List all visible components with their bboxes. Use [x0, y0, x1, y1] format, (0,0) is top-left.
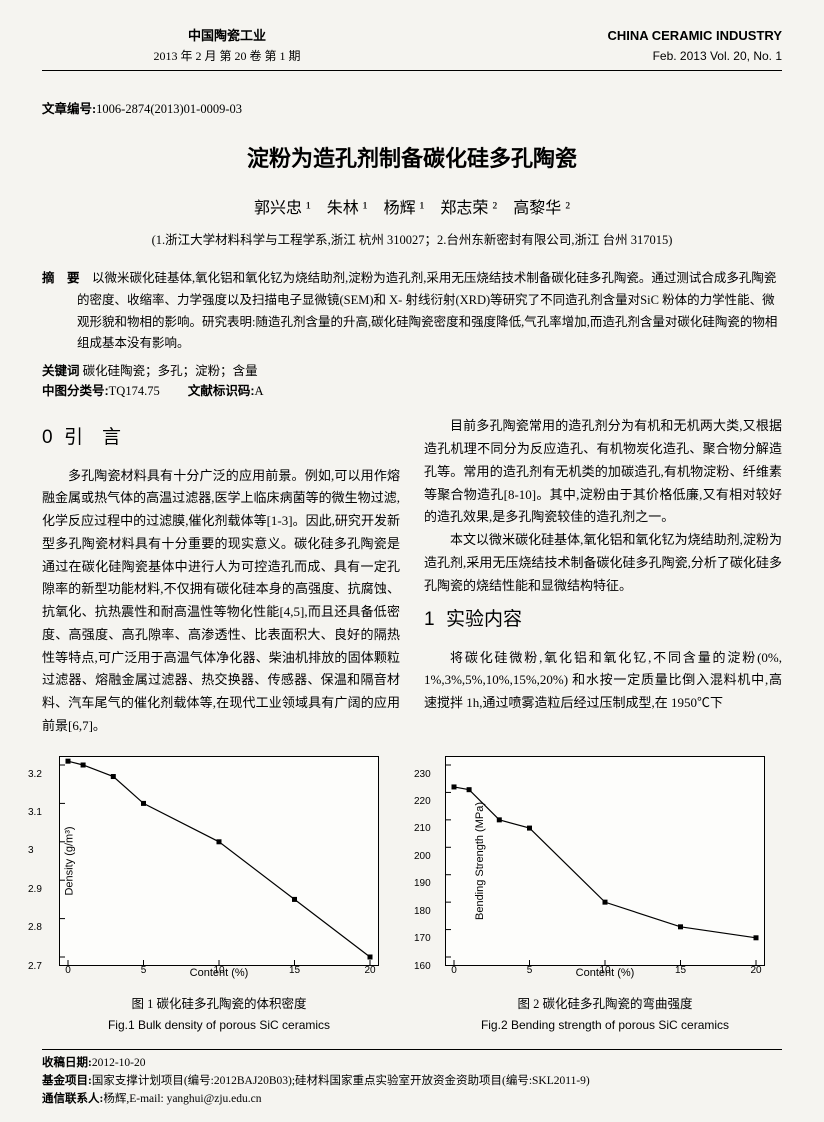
section-0-head: 0 引 言 — [42, 421, 400, 454]
fig1-caption-en: Fig.1 Bulk density of porous SiC ceramic… — [42, 1016, 396, 1035]
header-rule — [42, 70, 782, 71]
footer-recv-value: 2012-10-20 — [92, 1057, 146, 1069]
doc-code-label: 文献标识码: — [188, 384, 255, 398]
article-number-value: 1006-2874(2013)01-0009-03 — [96, 102, 242, 116]
article-number: 文章编号:1006-2874(2013)01-0009-03 — [42, 99, 782, 119]
footer-recv: 收稿日期:2012-10-20 — [42, 1054, 782, 1072]
fig1-caption-cn: 图 1 碳化硅多孔陶瓷的体积密度 — [42, 994, 396, 1014]
column-left: 0 引 言 多孔陶瓷材料具有十分广泛的应用前景。例如,可以用作熔融金属或热气体的高… — [42, 415, 400, 737]
page-header: 中国陶瓷工业 2013 年 2 月 第 20 卷 第 1 期 CHINA CER… — [42, 26, 782, 66]
footer-rule — [42, 1049, 782, 1050]
authors: 郭兴忠 ¹ 朱林 ¹ 杨辉 ¹ 郑志荣 ² 高黎华 ² — [42, 196, 782, 222]
figure-2: Bending Strength (MPa) Content (%) 16017… — [428, 756, 782, 1035]
journal-cn-issue: 2013 年 2 月 第 20 卷 第 1 期 — [42, 47, 412, 66]
clc-row: 中图分类号:TQ174.75 文献标识码:A — [42, 381, 782, 401]
affiliations: (1.浙江大学材料科学与工程学系,浙江 杭州 310027；2.台州东新密封有限… — [42, 230, 782, 250]
section-1-head: 1 实验内容 — [424, 603, 782, 636]
journal-cn-title: 中国陶瓷工业 — [42, 26, 412, 47]
footer-corr-label: 通信联系人: — [42, 1093, 103, 1105]
body-columns: 0 引 言 多孔陶瓷材料具有十分广泛的应用前景。例如,可以用作熔融金属或热气体的高… — [42, 415, 782, 737]
footer-fund-value: 国家支撑计划项目(编号:2012BAJ20B03);硅材料国家重点实验室开放资金… — [92, 1075, 590, 1087]
clc-value: TQ174.75 — [109, 384, 160, 398]
figure-2-plot: Bending Strength (MPa) Content (%) 16017… — [445, 756, 765, 966]
col2-para1: 目前多孔陶瓷常用的造孔剂分为有机和无机两大类,又根据造孔机理不同分为反应造孔、有… — [424, 415, 782, 529]
header-right: CHINA CERAMIC INDUSTRY Feb. 2013 Vol. 20… — [412, 26, 782, 66]
journal-en-issue: Feb. 2013 Vol. 20, No. 1 — [412, 47, 782, 66]
abstract: 摘 要 以微米碳化硅基体,氧化铝和氧化钇为烧结助剂,淀粉为造孔剂,采用无压烧结技… — [42, 268, 782, 356]
keywords-label: 关键词 — [42, 364, 80, 378]
figure-1: Density (g/m³) Content (%) 2.72.82.933.1… — [42, 756, 396, 1035]
abstract-body: 以微米碳化硅基体,氧化铝和氧化钇为烧结助剂,淀粉为造孔剂,采用无压烧结技术制备碳… — [77, 271, 777, 351]
col1-para1: 多孔陶瓷材料具有十分广泛的应用前景。例如,可以用作熔融金属或热气体的高温过滤器,… — [42, 465, 400, 738]
section-1-num: 1 — [424, 609, 435, 630]
abstract-label: 摘 要 — [42, 271, 80, 285]
section-0-title: 引 言 — [64, 427, 121, 448]
footer: 收稿日期:2012-10-20 基金项目:国家支撑计划项目(编号:2012BAJ… — [42, 1054, 782, 1109]
footer-fund: 基金项目:国家支撑计划项目(编号:2012BAJ20B03);硅材料国家重点实验… — [42, 1072, 782, 1090]
section-0-num: 0 — [42, 427, 53, 448]
keywords-value: 碳化硅陶瓷；多孔；淀粉；含量 — [83, 364, 258, 378]
figure-1-plot: Density (g/m³) Content (%) 2.72.82.933.1… — [59, 756, 379, 966]
keywords: 关键词 碳化硅陶瓷；多孔；淀粉；含量 — [42, 361, 782, 381]
col2-para3: 将碳化硅微粉,氧化铝和氧化钇,不同含量的淀粉(0%, 1%,3%,5%,10%,… — [424, 647, 782, 715]
article-number-label: 文章编号: — [42, 102, 96, 116]
col2-para2: 本文以微米碳化硅基体,氧化铝和氧化钇为烧结助剂,淀粉为造孔剂,采用无压烧结技术制… — [424, 529, 782, 597]
header-left: 中国陶瓷工业 2013 年 2 月 第 20 卷 第 1 期 — [42, 26, 412, 66]
clc-label: 中图分类号: — [42, 384, 109, 398]
paper-title: 淀粉为造孔剂制备碳化硅多孔陶瓷 — [42, 141, 782, 176]
section-1-title: 实验内容 — [446, 609, 522, 630]
footer-recv-label: 收稿日期: — [42, 1057, 92, 1069]
fig2-caption-en: Fig.2 Bending strength of porous SiC cer… — [428, 1016, 782, 1035]
doc-code-value: A — [255, 384, 264, 398]
column-right: 目前多孔陶瓷常用的造孔剂分为有机和无机两大类,又根据造孔机理不同分为反应造孔、有… — [424, 415, 782, 737]
figures-row: Density (g/m³) Content (%) 2.72.82.933.1… — [42, 756, 782, 1035]
footer-corr: 通信联系人:杨辉,E-mail: yanghui@zju.edu.cn — [42, 1090, 782, 1108]
footer-fund-label: 基金项目: — [42, 1075, 92, 1087]
fig2-caption-cn: 图 2 碳化硅多孔陶瓷的弯曲强度 — [428, 994, 782, 1014]
journal-en-title: CHINA CERAMIC INDUSTRY — [412, 26, 782, 47]
footer-corr-value: 杨辉,E-mail: yanghui@zju.edu.cn — [103, 1093, 261, 1105]
